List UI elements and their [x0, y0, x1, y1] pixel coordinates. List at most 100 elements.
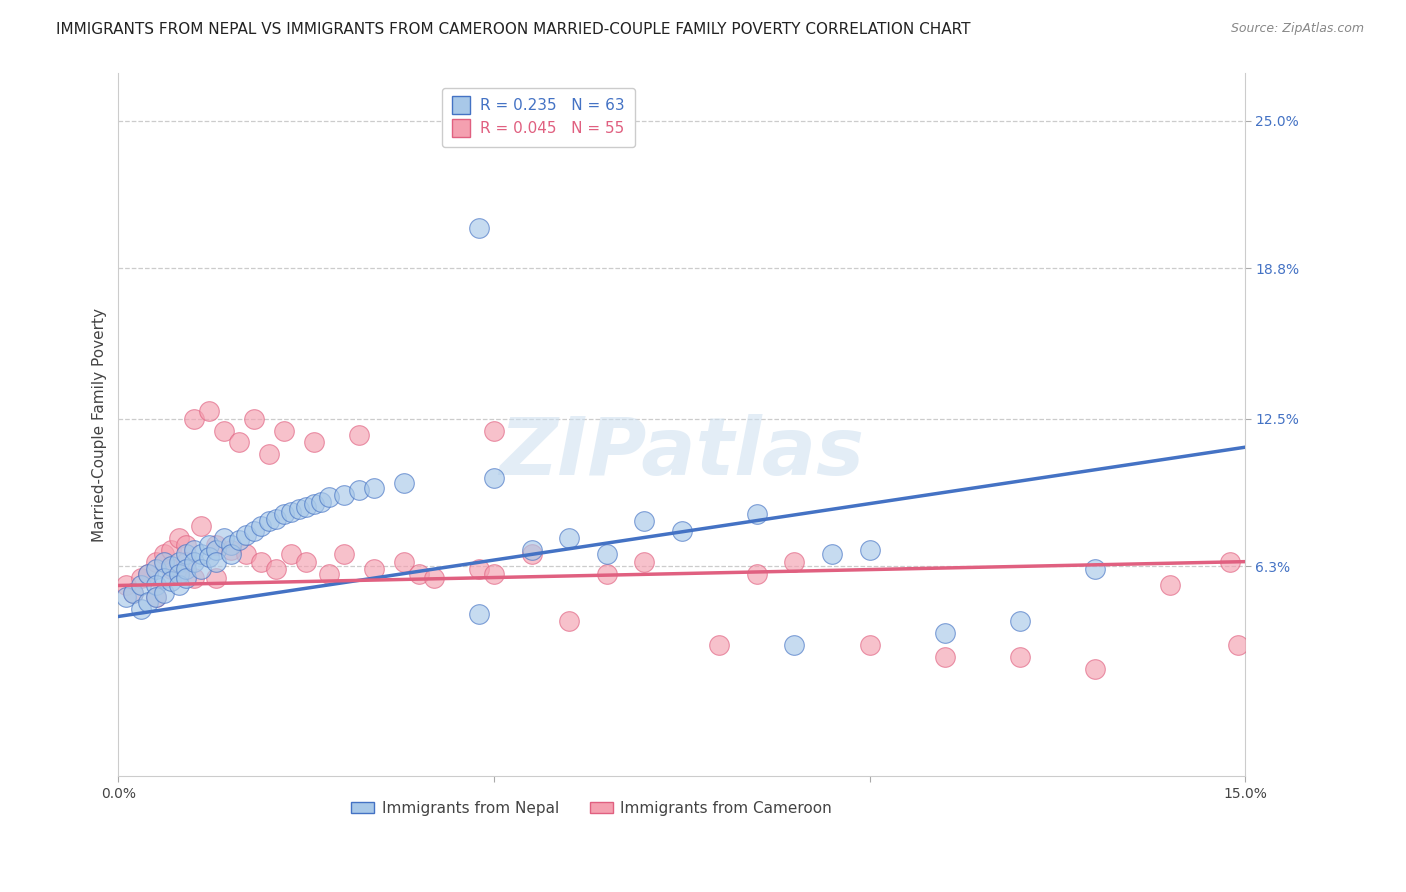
Point: [257, 447, 280, 461]
Point: [1084, 662, 1107, 676]
Point: [122, 585, 145, 599]
Point: [408, 566, 430, 581]
Text: IMMIGRANTS FROM NEPAL VS IMMIGRANTS FROM CAMEROON MARRIED-COUPLE FAMILY POVERTY : IMMIGRANTS FROM NEPAL VS IMMIGRANTS FROM…: [56, 22, 970, 37]
Point: [167, 566, 190, 581]
Point: [174, 548, 197, 562]
Point: [1008, 650, 1031, 665]
Point: [174, 571, 197, 585]
Point: [273, 507, 295, 521]
Point: [347, 483, 370, 497]
Point: [197, 538, 219, 552]
Point: [468, 607, 491, 621]
Point: [115, 578, 138, 592]
Point: [197, 404, 219, 418]
Point: [167, 566, 190, 581]
Point: [302, 435, 325, 450]
Point: [302, 498, 325, 512]
Point: [318, 490, 340, 504]
Point: [138, 566, 160, 581]
Point: [595, 548, 617, 562]
Point: [152, 571, 174, 585]
Point: [183, 571, 205, 585]
Point: [821, 548, 844, 562]
Point: [671, 524, 693, 538]
Point: [235, 528, 257, 542]
Point: [174, 562, 197, 576]
Point: [219, 548, 242, 562]
Legend: Immigrants from Nepal, Immigrants from Cameroon: Immigrants from Nepal, Immigrants from C…: [342, 791, 841, 825]
Point: [858, 638, 880, 652]
Point: [190, 519, 212, 533]
Point: [558, 614, 581, 628]
Point: [235, 548, 257, 562]
Point: [160, 559, 183, 574]
Point: [482, 424, 505, 438]
Point: [129, 571, 152, 585]
Point: [145, 555, 167, 569]
Point: [745, 507, 768, 521]
Point: [242, 411, 264, 425]
Point: [1159, 578, 1181, 592]
Point: [633, 555, 655, 569]
Point: [122, 585, 145, 599]
Point: [152, 548, 174, 562]
Point: [129, 602, 152, 616]
Text: Source: ZipAtlas.com: Source: ZipAtlas.com: [1230, 22, 1364, 36]
Point: [160, 542, 183, 557]
Point: [183, 411, 205, 425]
Point: [558, 531, 581, 545]
Point: [183, 555, 205, 569]
Point: [1219, 555, 1241, 569]
Point: [167, 578, 190, 592]
Point: [145, 591, 167, 605]
Point: [468, 562, 491, 576]
Point: [468, 221, 491, 235]
Point: [160, 574, 183, 588]
Point: [520, 548, 543, 562]
Point: [167, 555, 190, 569]
Point: [145, 591, 167, 605]
Point: [205, 555, 228, 569]
Point: [295, 500, 318, 514]
Point: [219, 542, 242, 557]
Point: [392, 555, 415, 569]
Point: [1084, 562, 1107, 576]
Point: [197, 549, 219, 564]
Point: [205, 542, 228, 557]
Point: [205, 571, 228, 585]
Point: [280, 548, 302, 562]
Point: [160, 562, 183, 576]
Point: [115, 591, 138, 605]
Point: [520, 542, 543, 557]
Point: [482, 471, 505, 485]
Point: [332, 488, 354, 502]
Point: [783, 555, 806, 569]
Point: [309, 495, 332, 509]
Point: [858, 542, 880, 557]
Point: [934, 650, 956, 665]
Point: [633, 514, 655, 528]
Point: [138, 595, 160, 609]
Point: [190, 548, 212, 562]
Point: [295, 555, 318, 569]
Point: [228, 435, 250, 450]
Point: [205, 538, 228, 552]
Point: [190, 562, 212, 576]
Text: ZIPatlas: ZIPatlas: [499, 414, 865, 491]
Point: [273, 424, 295, 438]
Point: [212, 424, 235, 438]
Point: [212, 531, 235, 545]
Point: [174, 555, 197, 569]
Point: [595, 566, 617, 581]
Point: [242, 524, 264, 538]
Point: [287, 502, 309, 516]
Point: [264, 562, 287, 576]
Point: [363, 562, 385, 576]
Point: [347, 428, 370, 442]
Point: [318, 566, 340, 581]
Point: [1226, 638, 1249, 652]
Point: [745, 566, 768, 581]
Point: [152, 585, 174, 599]
Point: [152, 555, 174, 569]
Point: [250, 555, 273, 569]
